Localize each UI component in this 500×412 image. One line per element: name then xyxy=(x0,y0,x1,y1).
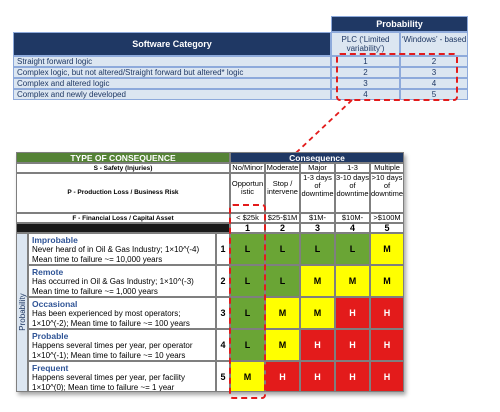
cell-r3-c1: L xyxy=(230,297,265,329)
cell-r1-c3: L xyxy=(300,233,335,265)
cell-r4-c2: M xyxy=(265,329,300,361)
probability-axis: Probability xyxy=(16,233,28,392)
row-2-title: Remote xyxy=(32,267,64,277)
category-row-3-plc: 3 xyxy=(331,78,400,89)
row-5-line2: 1×10^(0); Mean time to failure ~= 1 year xyxy=(32,383,175,392)
row-2-number: 2 xyxy=(216,265,230,297)
software-category-header: Software Category xyxy=(13,32,331,56)
row-5-number: 5 xyxy=(216,361,230,392)
category-row-2-plc: 2 xyxy=(331,67,400,78)
column-number-spacer xyxy=(16,223,230,233)
cell-r5-c4: H xyxy=(335,361,370,392)
consequence-header: Consequence xyxy=(230,152,404,163)
financial-label: F - Financial Loss / Capital Asset xyxy=(16,213,230,223)
col2-safety: Moderate xyxy=(265,163,300,173)
cell-r4-c3: H xyxy=(300,329,335,361)
cell-r2-c2: L xyxy=(265,265,300,297)
cell-r4-c5: H xyxy=(370,329,404,361)
category-row-2-label: Complex logic, but not altered/Straight … xyxy=(13,67,331,78)
row-2-line1: Has occurred in Oil & Gas Industry; 1×10… xyxy=(32,277,194,286)
probability-row-5-description: Frequent Happens several times per year,… xyxy=(28,361,216,392)
cell-r2-c1: L xyxy=(230,265,265,297)
cell-r5-c1: M xyxy=(230,361,265,392)
cell-r2-c5: M xyxy=(370,265,404,297)
cell-r1-c5: M xyxy=(370,233,404,265)
cell-r5-c2: H xyxy=(265,361,300,392)
cell-r3-c5: H xyxy=(370,297,404,329)
row-4-title: Probable xyxy=(32,331,69,341)
top-highlight-box xyxy=(336,53,458,101)
cell-r3-c2: M xyxy=(265,297,300,329)
col3-safety: Major xyxy=(300,163,335,173)
col1-safety: No/Minor xyxy=(230,163,265,173)
col1-production: Opportun istic xyxy=(230,173,265,213)
plc-column-header: PLC (‘Limited variability’) xyxy=(331,32,400,56)
row-5-line1: Happens several times per year, per faci… xyxy=(32,373,185,382)
probability-axis-label: Probability xyxy=(18,293,27,331)
col2-number: 2 xyxy=(265,223,300,233)
col3-number: 3 xyxy=(300,223,335,233)
windows-column-header: ‘Windows’ - based xyxy=(400,32,468,56)
col4-production: 3-10 days of downtime xyxy=(335,173,370,213)
row-1-line1: Never heard of in Oil & Gas Industry; 1×… xyxy=(32,245,200,254)
row-1-number: 1 xyxy=(216,233,230,265)
category-row-1-label: Straight forward logic xyxy=(13,56,331,67)
col4-number: 4 xyxy=(335,223,370,233)
row-4-line2: 1×10^(-1); Mean time to failure ~= 10 ye… xyxy=(32,351,186,360)
row-3-line2: 1×10^(-2); Mean time to failure ~= 100 y… xyxy=(32,319,190,328)
category-row-2-windows: 3 xyxy=(400,67,468,78)
cell-r5-c3: H xyxy=(300,361,335,392)
matrix-highlight-box xyxy=(229,204,266,399)
col4-safety: 1-3 xyxy=(335,163,370,173)
cell-r1-c4: L xyxy=(335,233,370,265)
row-4-line1: Happens several times per year, per oper… xyxy=(32,341,193,350)
row-4-number: 4 xyxy=(216,329,230,361)
risk-matrix: TYPE OF CONSEQUENCE Consequence S - Safe… xyxy=(16,152,404,392)
row-2-line2: Mean time to failure ~= 1,000 years xyxy=(32,287,158,296)
row-3-line1: Has been experienced by most operators; xyxy=(32,309,181,318)
cell-r3-c3: M xyxy=(300,297,335,329)
cell-r1-c2: L xyxy=(265,233,300,265)
probability-row-1-description: Improbable Never heard of in Oil & Gas I… xyxy=(28,233,216,265)
category-row-4-label: Complex and newly developed xyxy=(13,89,331,100)
cell-r4-c4: H xyxy=(335,329,370,361)
col2-financial: $25-$1M xyxy=(265,213,300,223)
cell-r2-c3: M xyxy=(300,265,335,297)
row-5-title: Frequent xyxy=(32,363,69,373)
col5-number: 5 xyxy=(370,223,404,233)
col5-safety: Multiple xyxy=(370,163,404,173)
probability-header: Probability xyxy=(331,16,468,32)
row-3-number: 3 xyxy=(216,297,230,329)
production-label: P - Production Loss / Business Risk xyxy=(16,173,230,213)
cell-r4-c1: L xyxy=(230,329,265,361)
row-1-title: Improbable xyxy=(32,235,78,245)
row-3-title: Occasional xyxy=(32,299,78,309)
col3-financial: $1M- xyxy=(300,213,335,223)
category-row-1-windows: 2 xyxy=(400,56,468,67)
col2-production: Stop / intervene xyxy=(265,173,300,213)
probability-row-3-description: Occasional Has been experienced by most … xyxy=(28,297,216,329)
safety-label: S - Safety (Injuries) xyxy=(16,163,230,173)
cell-r5-c5: H xyxy=(370,361,404,392)
col5-financial: >$100M xyxy=(370,213,404,223)
probability-row-4-description: Probable Happens several times per year,… xyxy=(28,329,216,361)
cell-r2-c4: M xyxy=(335,265,370,297)
category-row-3-label: Complex and altered logic xyxy=(13,78,331,89)
col3-production: 1-3 days of downtime xyxy=(300,173,335,213)
category-row-3-windows: 4 xyxy=(400,78,468,89)
col4-financial: $10M- xyxy=(335,213,370,223)
row-1-line2: Mean time to failure ~= 10,000 years xyxy=(32,255,163,264)
category-row-1-plc: 1 xyxy=(331,56,400,67)
type-of-consequence-header: TYPE OF CONSEQUENCE xyxy=(16,152,230,163)
probability-row-2-description: Remote Has occurred in Oil & Gas Industr… xyxy=(28,265,216,297)
col5-production: >10 days of downtime xyxy=(370,173,404,213)
cell-r3-c4: H xyxy=(335,297,370,329)
